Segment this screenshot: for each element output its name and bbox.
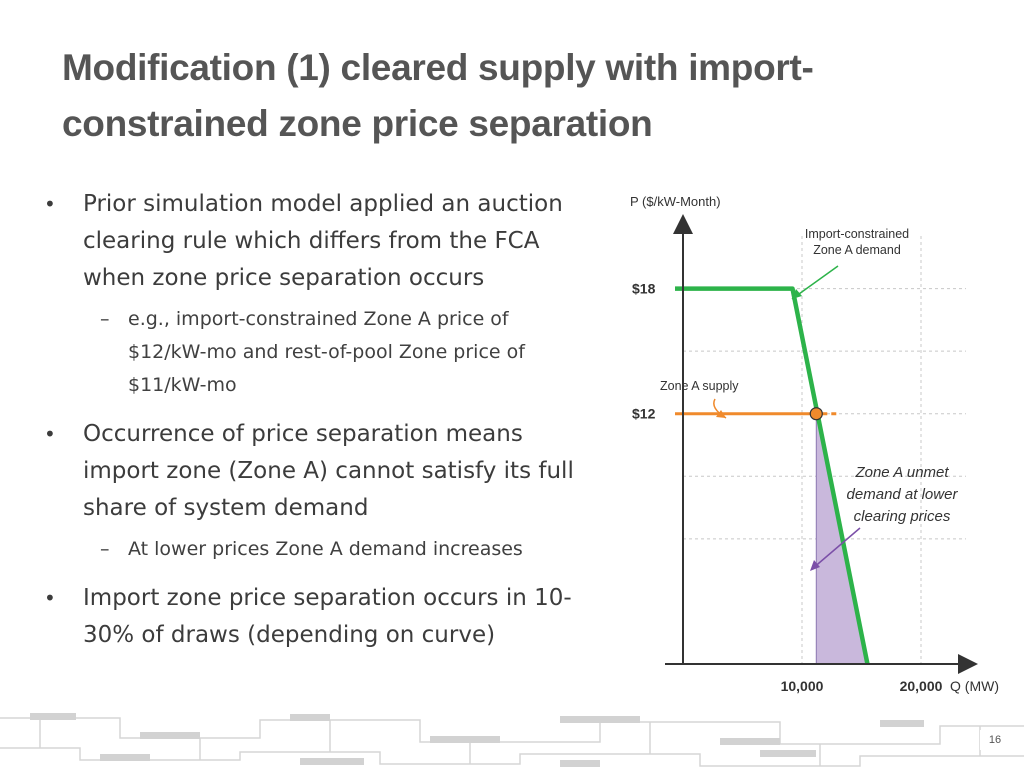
bullet-text-line: share of system demand — [83, 495, 369, 521]
bullet-marker: • — [44, 422, 56, 446]
slide-title-line-1: Modification (1) cleared supply with imp… — [62, 47, 814, 88]
supply-annotation-arrowhead — [716, 410, 726, 418]
bullet-text-line: when zone price separation occurs — [83, 265, 485, 291]
demand-annotation-label: Zone A demand — [813, 243, 901, 257]
chart-labels: $12 $18 10,000 20,000 P ($/kW-Month) Q (MW) — [630, 194, 999, 694]
bullet-text-line: Import zone price separation occurs in 1… — [83, 585, 572, 611]
circuit-footer-decoration — [0, 713, 1024, 767]
bullet-text-line: import zone (Zone A) cannot satisfy its … — [83, 458, 574, 484]
sub-bullet-marker: – — [100, 308, 110, 330]
x-tick-label: 10,000 — [781, 678, 824, 694]
bullet-text-line: Occurrence of price separation means — [83, 421, 523, 447]
sub-bullet-text-line: $12/kW-mo and rest-of-pool Zone price of — [128, 341, 525, 363]
sub-bullet-item: – e.g., import-constrained Zone A price o… — [44, 303, 629, 402]
chart-axes — [665, 214, 978, 674]
demand-curve — [675, 286, 870, 665]
chart-series — [675, 286, 870, 665]
price-quantity-chart: $12 $18 10,000 20,000 P ($/kW-Month) Q (MW) I… — [630, 194, 999, 694]
sub-bullet-marker: – — [100, 538, 110, 560]
chart-grid — [683, 236, 966, 664]
bullet-text-line: Prior simulation model applied an auctio… — [83, 191, 563, 217]
unmet-annotation-label: demand at lower — [847, 486, 959, 503]
bullet-item: • Occurrence of price separation means imp… — [44, 416, 629, 527]
bullet-item: • Import zone price separation occurs in … — [44, 580, 629, 654]
slide-title-line-2: constrained zone price separation — [62, 103, 653, 144]
chart-annotations: Import-constrained Zone A demand Zone A su… — [660, 227, 958, 571]
unmet-annotation-arrow — [811, 527, 861, 570]
bullet-list: • Prior simulation model applied an aucti… — [44, 186, 629, 654]
y-tick-label: $18 — [632, 281, 656, 297]
supply-annotation-label: Zone A supply — [660, 379, 739, 393]
bullet-marker: • — [44, 192, 56, 216]
y-tick-label: $12 — [632, 406, 656, 422]
sub-bullet-text-line: e.g., import-constrained Zone A price of — [128, 308, 509, 330]
sub-bullet-text-line: At lower prices Zone A demand increases — [128, 538, 523, 560]
page-number: 16 — [980, 730, 1010, 750]
demand-annotation-arrowhead — [792, 289, 802, 299]
x-tick-label: 20,000 — [900, 678, 943, 694]
bullet-text-line: 30% of draws (depending on curve) — [83, 622, 496, 648]
bullet-item: • Prior simulation model applied an aucti… — [44, 186, 629, 297]
sub-bullet-list: – e.g., import-constrained Zone A price o… — [44, 303, 629, 402]
bullet-text-line: clearing rule which differs from the FCA — [83, 228, 540, 254]
unmet-annotation-arrowhead — [810, 560, 820, 571]
sub-bullet-item: – At lower prices Zone A demand increases — [44, 533, 629, 566]
demand-annotation-label: Import-constrained — [805, 227, 909, 241]
clearing-point — [809, 407, 823, 421]
slide-title: Modification (1) cleared supply with imp… — [62, 40, 962, 152]
unmet-annotation-label: Zone A unmet — [854, 464, 949, 481]
unmet-annotation-label: clearing prices — [854, 508, 951, 525]
y-axis-label: P ($/kW-Month) — [630, 194, 721, 209]
x-axis-label: Q (MW) — [950, 678, 999, 694]
bullet-marker: • — [44, 586, 56, 610]
sub-bullet-list: – At lower prices Zone A demand increases — [44, 533, 629, 566]
sub-bullet-text-line: $11/kW-mo — [128, 374, 237, 396]
